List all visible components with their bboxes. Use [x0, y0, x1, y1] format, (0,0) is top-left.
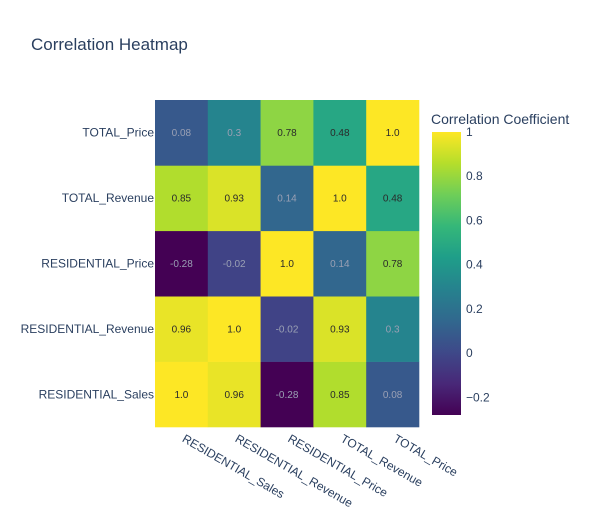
- heatmap-cell: [155, 296, 209, 362]
- heatmap-cell: [155, 100, 209, 166]
- heatmap-cell: [366, 165, 420, 232]
- heatmap-cell: [207, 296, 261, 362]
- heatmap-cell-label: 0.93: [224, 194, 244, 205]
- heatmap-cell: [313, 361, 367, 428]
- heatmap-cell-label: 1.0: [280, 259, 294, 270]
- colorbar-tick-labels: 1 0.8 0.6 0.4 0.2 0 −0.2: [466, 125, 490, 404]
- colorbar-tick-label: −0.2: [466, 390, 490, 404]
- heatmap-cell-labels: 1.0 0.96 -0.28 0.85 0.08 0.96 1.0 -0.02 0.93 0.3 -…: [170, 128, 403, 401]
- heatmap-cell: [366, 100, 420, 166]
- heatmap-cell-label: 0.14: [330, 259, 350, 270]
- heatmap-cell-label: -0.02: [223, 259, 246, 270]
- heatmap-cell-label: 0.08: [383, 390, 403, 401]
- heatmap-cell: [260, 296, 314, 362]
- heatmap-cell-label: -0.02: [276, 324, 299, 335]
- heatmap-cell: [260, 100, 314, 166]
- heatmap-cells: [155, 100, 420, 428]
- y-tick-label: RESIDENTIAL_Price: [41, 257, 154, 271]
- y-tick-label: TOTAL_Revenue: [62, 191, 155, 205]
- heatmap-cell-label: 0.96: [172, 324, 192, 335]
- heatmap-cell: [260, 230, 314, 297]
- heatmap-cell-label: -0.28: [170, 259, 193, 270]
- heatmap-cell-label: 0.78: [383, 259, 403, 270]
- heatmap-cell-label: 0.14: [277, 194, 297, 205]
- heatmap-cell-label: 0.96: [224, 390, 244, 401]
- heatmap-cell-label: 0.48: [383, 194, 403, 205]
- heatmap-cell: [313, 100, 367, 166]
- heatmap-cell: [366, 361, 420, 428]
- heatmap-cell: [207, 100, 261, 166]
- heatmap-cell: [260, 165, 314, 232]
- colorbar-tick-label: 0: [466, 346, 473, 360]
- heatmap-cell-label: 0.85: [172, 194, 192, 205]
- heatmap-cell: [260, 361, 314, 428]
- heatmap-cell: [313, 165, 367, 232]
- x-axis-tick-labels: RESIDENTIAL_SalesRESIDENTIAL_RevenueRESI…: [180, 431, 460, 510]
- heatmap-cell-label: 0.48: [330, 128, 350, 139]
- y-tick-label: TOTAL_Price: [82, 126, 154, 140]
- y-axis-tick-labels: RESIDENTIAL_Sales RESIDENTIAL_Revenue RESI…: [21, 126, 155, 402]
- colorbar-title: Correlation Coefficient: [431, 111, 569, 127]
- heatmap-cell: [207, 230, 261, 297]
- colorbar-tick-label: 1: [466, 125, 473, 139]
- heatmap-cell: [366, 230, 420, 297]
- heatmap-cell-label: 1.0: [386, 128, 400, 139]
- colorbar-tick-label: 0.6: [466, 213, 483, 227]
- heatmap-cell: [366, 296, 420, 362]
- chart-title: Correlation Heatmap: [31, 35, 188, 54]
- colorbar-tick-label: 0.2: [466, 302, 483, 316]
- heatmap-cell: [207, 165, 261, 232]
- heatmap-cell-label: 0.78: [277, 128, 297, 139]
- heatmap-cell-label: 1.0: [174, 390, 188, 401]
- heatmap-cell: [313, 296, 367, 362]
- heatmap-cell: [207, 361, 261, 428]
- heatmap-cell: [155, 165, 209, 232]
- heatmap-cell-label: 0.3: [227, 128, 241, 139]
- colorbar: [432, 132, 461, 415]
- heatmap-cell: [313, 230, 367, 297]
- heatmap-cell-label: 0.85: [330, 390, 350, 401]
- heatmap-cell: [155, 361, 209, 428]
- heatmap-cell-label: 1.0: [333, 194, 347, 205]
- heatmap-cell-label: 0.3: [386, 324, 400, 335]
- heatmap-cell-label: 0.93: [330, 324, 350, 335]
- colorbar-tick-label: 0.4: [466, 258, 483, 272]
- y-tick-label: RESIDENTIAL_Revenue: [21, 322, 155, 336]
- heatmap-cell-label: 1.0: [227, 324, 241, 335]
- heatmap-cell-label: 0.08: [172, 128, 192, 139]
- heatmap-cell: [155, 230, 209, 297]
- colorbar-tick-label: 0.8: [466, 169, 483, 183]
- y-tick-label: RESIDENTIAL_Sales: [39, 387, 154, 401]
- heatmap-cell-label: -0.28: [276, 390, 299, 401]
